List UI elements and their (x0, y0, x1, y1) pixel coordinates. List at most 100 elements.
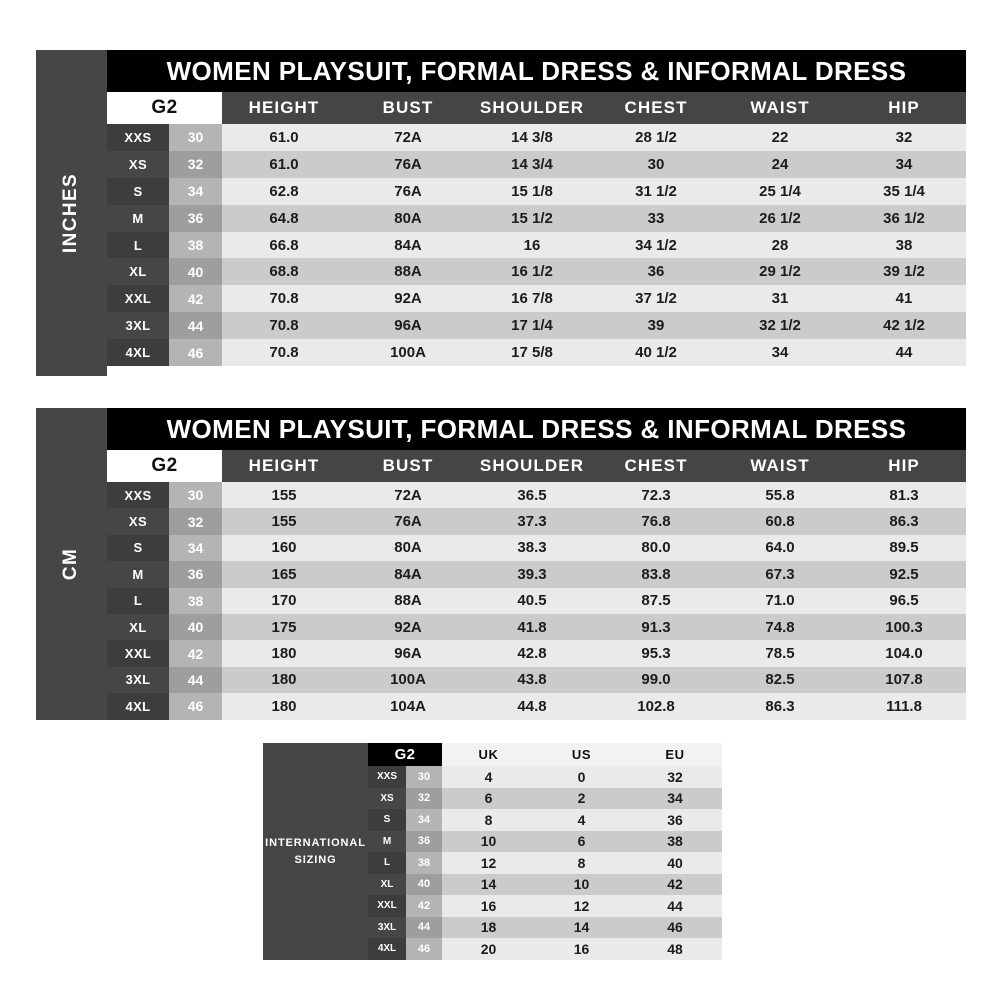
cell-shoulder: 38.3 (470, 534, 595, 562)
cell-hip: 35 1/4 (842, 177, 967, 205)
cell-height: 64.8 (222, 204, 347, 232)
cell-hip: 42 1/2 (842, 312, 967, 340)
table-row: 3XL 44 180 100A 43.8 99.0 82.5 107.8 (107, 666, 967, 694)
international-sizing-label-line2: SIZING (294, 853, 337, 866)
row-size-label: S (107, 177, 169, 205)
list-item: XL 40 14 10 42 (368, 873, 722, 895)
cell-height: 70.8 (222, 312, 347, 340)
cell-bust: 84A (346, 231, 471, 259)
cell-waist: 26 1/2 (718, 204, 843, 232)
row-size-label: L (107, 587, 169, 614)
international-header-uk: UK (442, 743, 535, 766)
cell-height: 180 (222, 640, 347, 667)
cell-shoulder: 16 7/8 (470, 285, 595, 313)
row-size-number: 30 (169, 482, 223, 509)
cell-chest: 72.3 (594, 482, 719, 509)
cell-shoulder: 15 1/2 (470, 204, 595, 232)
inches-header-hip: HIP (842, 92, 967, 124)
cell-chest: 33 (594, 204, 719, 232)
row-size-number: 44 (406, 916, 442, 938)
row-size-label: XXS (368, 766, 406, 788)
cell-hip: 96.5 (842, 587, 967, 614)
cell-bust: 96A (346, 640, 471, 667)
cell-hip: 39 1/2 (842, 258, 967, 286)
cell-height: 62.8 (222, 177, 347, 205)
cell-us: 0 (535, 766, 628, 788)
cell-shoulder: 14 3/4 (470, 150, 595, 178)
row-size-number: 42 (406, 895, 442, 917)
inches-table-body: XXS 30 61.0 72A 14 3/8 28 1/2 22 32 XS 3… (107, 124, 967, 367)
table-row: XS 32 155 76A 37.3 76.8 60.8 86.3 (107, 508, 967, 535)
cell-waist: 22 (718, 124, 843, 151)
international-table: G2 UK US EU XXS 30 4 0 32 XS (368, 743, 722, 960)
cell-height: 180 (222, 693, 347, 720)
cell-shoulder: 16 1/2 (470, 258, 595, 286)
table-row: 4XL 46 180 104A 44.8 102.8 86.3 111.8 (107, 693, 967, 720)
row-size-label: XXL (107, 285, 169, 313)
cell-chest: 36 (594, 258, 719, 286)
cell-waist: 82.5 (718, 666, 843, 694)
cell-chest: 95.3 (594, 640, 719, 667)
row-size-label: 4XL (368, 938, 406, 960)
table-row: S 34 62.8 76A 15 1/8 31 1/2 25 1/4 35 1/… (107, 177, 967, 205)
cell-bust: 88A (346, 258, 471, 286)
inches-header-chest: CHEST (594, 92, 719, 124)
row-size-label: XL (368, 873, 406, 895)
row-size-label: XXS (107, 482, 169, 509)
cell-chest: 34 1/2 (594, 231, 719, 259)
cell-height: 61.0 (222, 150, 347, 178)
cell-bust: 76A (346, 508, 471, 535)
list-item: M 36 10 6 38 (368, 830, 722, 852)
cell-shoulder: 43.8 (470, 666, 595, 694)
table-row: M 36 165 84A 39.3 83.8 67.3 92.5 (107, 561, 967, 588)
cell-bust: 84A (346, 561, 471, 588)
cell-height: 155 (222, 508, 347, 535)
cell-us: 6 (535, 830, 628, 852)
row-size-label: S (107, 534, 169, 562)
table-row: S 34 160 80A 38.3 80.0 64.0 89.5 (107, 534, 967, 562)
inches-table-title: WOMEN PLAYSUIT, FORMAL DRESS & INFORMAL … (107, 50, 967, 92)
list-item: L 38 12 8 40 (368, 852, 722, 874)
table-row: XXL 42 70.8 92A 16 7/8 37 1/2 31 41 (107, 285, 967, 313)
cell-hip: 41 (842, 285, 967, 313)
cell-waist: 55.8 (718, 482, 843, 509)
row-size-number: 34 (169, 177, 223, 205)
cm-header-waist: WAIST (718, 450, 843, 482)
row-size-number: 40 (169, 258, 223, 286)
cell-waist: 78.5 (718, 640, 843, 667)
row-size-number: 36 (406, 830, 442, 852)
cell-hip: 104.0 (842, 640, 967, 667)
inches-header-shoulder: SHOULDER (470, 92, 595, 124)
table-row: L 38 66.8 84A 16 34 1/2 28 38 (107, 231, 967, 259)
cm-header-chest: CHEST (594, 450, 719, 482)
cell-eu: 38 (628, 830, 722, 852)
cell-height: 61.0 (222, 124, 347, 151)
inches-header-bust: BUST (346, 92, 471, 124)
row-size-number: 36 (169, 204, 223, 232)
unit-label-cm: CM (36, 408, 107, 720)
row-size-number: 38 (169, 231, 223, 259)
cell-eu: 34 (628, 787, 722, 809)
row-size-label: XS (368, 787, 406, 809)
international-header-g2: G2 (368, 743, 442, 766)
row-size-label: XL (107, 258, 169, 286)
row-size-number: 34 (406, 809, 442, 831)
international-header-row: G2 UK US EU (368, 743, 722, 766)
cell-shoulder: 42.8 (470, 640, 595, 667)
row-size-label: XXL (368, 895, 406, 917)
row-size-number: 30 (406, 766, 442, 788)
cell-shoulder: 39.3 (470, 561, 595, 588)
cell-shoulder: 17 1/4 (470, 312, 595, 340)
row-size-number: 32 (406, 787, 442, 809)
cell-hip: 107.8 (842, 666, 967, 694)
row-size-label: M (107, 204, 169, 232)
international-sizing-block: INTERNATIONAL SIZING G2 UK US EU (263, 743, 722, 960)
cell-eu: 32 (628, 766, 722, 788)
cm-size-table-block: CM WOMEN PLAYSUIT, FORMAL DRESS & INFORM… (36, 408, 967, 720)
cell-eu: 42 (628, 873, 722, 895)
cell-bust: 92A (346, 613, 471, 641)
cell-hip: 34 (842, 150, 967, 178)
row-size-number: 38 (406, 852, 442, 874)
cm-header-row: G2 HEIGHT BUST SHOULDER CHEST WAIST HIP (107, 450, 967, 482)
cell-bust: 100A (346, 666, 471, 694)
